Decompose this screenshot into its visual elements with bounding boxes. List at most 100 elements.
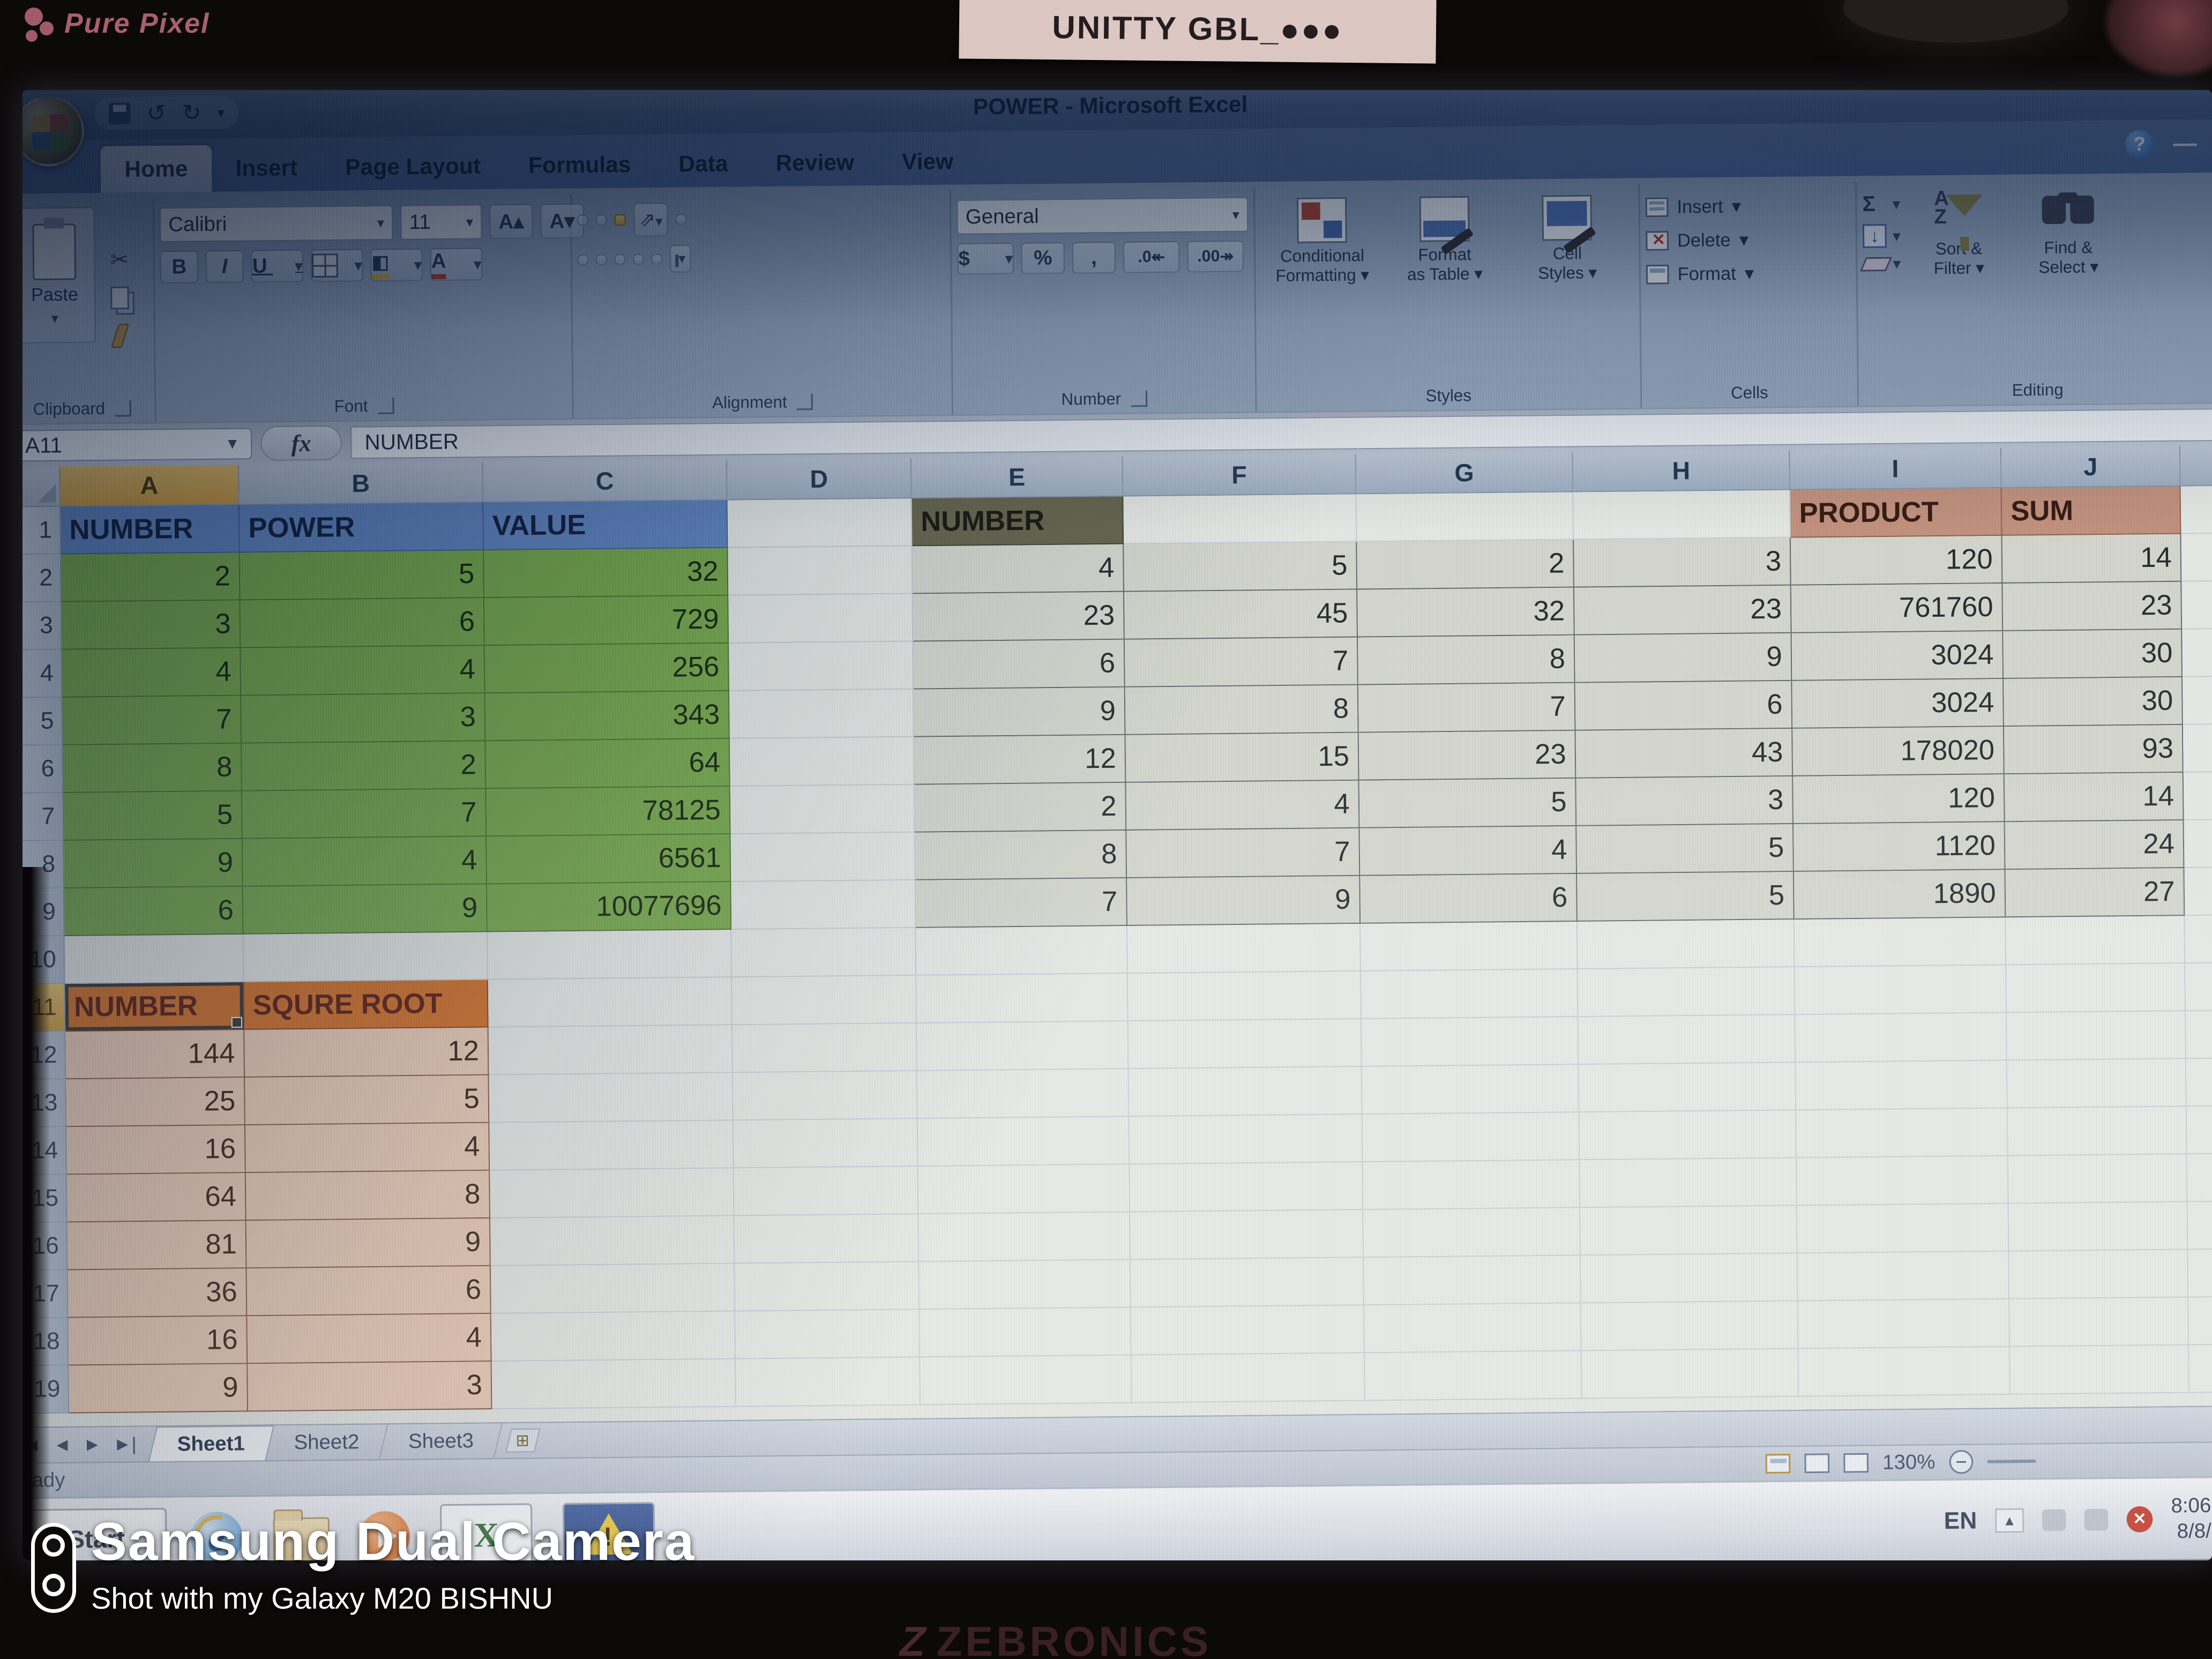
cell-D14[interactable] [733, 1119, 918, 1169]
cell-D12[interactable] [732, 1023, 917, 1073]
cell-J3[interactable]: 23 [2002, 581, 2183, 632]
cell-F16[interactable] [1130, 1210, 1364, 1260]
cell-H7[interactable]: 3 [1576, 776, 1794, 826]
cell-A7[interactable]: 5 [63, 791, 243, 841]
cell-D19[interactable] [735, 1357, 921, 1407]
cell-F6[interactable]: 15 [1125, 733, 1359, 783]
cell-C3[interactable]: 729 [484, 595, 729, 646]
cell-C18[interactable] [491, 1311, 736, 1362]
row-header-19[interactable]: 19 [23, 1365, 70, 1414]
cell-B7[interactable]: 7 [242, 789, 487, 839]
cell-I16[interactable] [1797, 1204, 2009, 1254]
cell-F10[interactable] [1127, 923, 1362, 974]
cell-I7[interactable]: 120 [1793, 774, 2005, 825]
row-header-17[interactable]: 17 [23, 1270, 69, 1319]
cell-G4[interactable]: 8 [1358, 635, 1575, 685]
cell-I6[interactable]: 178020 [1792, 727, 2005, 776]
cell-B10[interactable] [243, 932, 488, 982]
tab-home[interactable]: Home [100, 145, 212, 193]
tab-data[interactable]: Data [678, 150, 728, 177]
cell-G7[interactable]: 5 [1359, 778, 1577, 828]
number-format-select[interactable]: General ▾ [956, 197, 1249, 235]
align-top-button[interactable] [577, 214, 588, 226]
cell-C2[interactable]: 32 [484, 548, 729, 599]
row-header-15[interactable]: 15 [23, 1175, 68, 1223]
sheet-tab-sheet3[interactable]: Sheet3 [380, 1423, 503, 1460]
cell-G10[interactable] [1361, 921, 1578, 972]
cell-D6[interactable] [729, 737, 915, 787]
grow-font-button[interactable]: A▴ [489, 204, 533, 240]
cell-D2[interactable] [728, 546, 913, 596]
cell-J4[interactable]: 30 [2003, 629, 2183, 679]
sheet-nav-prev-icon[interactable]: ◄ [53, 1434, 72, 1455]
page-break-view-icon[interactable] [1843, 1453, 1869, 1473]
cell-F13[interactable] [1129, 1067, 1363, 1117]
cell-F5[interactable]: 8 [1125, 685, 1359, 735]
cell-J1[interactable]: SUM [2001, 486, 2181, 536]
cell-B2[interactable]: 5 [240, 550, 484, 601]
cell-I18[interactable] [1798, 1299, 2011, 1349]
row-header-3[interactable]: 3 [23, 602, 62, 651]
cell-E10[interactable] [916, 926, 1128, 976]
cell-J13[interactable] [2007, 1059, 2187, 1109]
cell-A11[interactable]: NUMBER [65, 982, 245, 1032]
cell-D15[interactable] [734, 1167, 919, 1216]
format-painter-icon[interactable] [101, 320, 139, 351]
cell-G14[interactable] [1362, 1112, 1580, 1163]
col-header-I[interactable]: I [1790, 447, 2002, 490]
cell-H14[interactable] [1579, 1110, 1797, 1161]
cell-H17[interactable] [1580, 1253, 1798, 1304]
cell-A9[interactable]: 6 [64, 886, 244, 937]
cell-J8[interactable]: 24 [2005, 820, 2185, 870]
cell-A13[interactable]: 25 [66, 1078, 245, 1127]
tab-view[interactable]: View [901, 148, 954, 175]
cell-C16[interactable] [490, 1216, 735, 1266]
cell-J17[interactable] [2009, 1250, 2189, 1299]
font-launcher-icon[interactable] [377, 398, 394, 414]
cell-A1[interactable]: NUMBER [60, 505, 240, 555]
insert-cells-button[interactable]: Insert ▾ [1645, 196, 1754, 218]
sheet-tab-sheet2[interactable]: Sheet2 [266, 1424, 388, 1461]
cell-G12[interactable] [1361, 1017, 1579, 1067]
paste-button[interactable]: Paste ▾ [23, 207, 96, 343]
cell-J19[interactable] [2010, 1345, 2189, 1395]
cell-A5[interactable]: 7 [62, 696, 242, 745]
cell-C7[interactable]: 78125 [486, 786, 731, 837]
fx-button[interactable]: fx [260, 425, 342, 461]
decrease-decimal-button[interactable]: .00 ↠ [1187, 240, 1244, 273]
format-as-table-button[interactable]: Format as Table ▾ [1383, 188, 1507, 382]
network-icon[interactable] [2084, 1508, 2109, 1531]
cell-B12[interactable]: 12 [244, 1027, 489, 1078]
notification-error-icon[interactable]: ✕ [2126, 1506, 2153, 1533]
cell-J18[interactable] [2009, 1297, 2189, 1347]
cell-E9[interactable]: 7 [915, 878, 1128, 928]
cell-B16[interactable]: 9 [246, 1218, 491, 1269]
copy-icon[interactable] [101, 282, 139, 313]
row-header-2[interactable]: 2 [23, 554, 62, 603]
cell-F15[interactable] [1130, 1162, 1364, 1213]
cell-F8[interactable]: 7 [1126, 828, 1361, 879]
cell-I12[interactable] [1795, 1013, 2007, 1063]
cell-B15[interactable]: 8 [245, 1170, 491, 1221]
fill-button[interactable]: ↓ ▾ [1862, 224, 1900, 248]
cell-E6[interactable]: 12 [914, 735, 1126, 785]
row-header-13[interactable]: 13 [23, 1079, 67, 1128]
cell-D1[interactable] [727, 498, 913, 548]
cut-icon[interactable]: ✂ [110, 248, 129, 272]
cell-E18[interactable] [920, 1307, 1132, 1358]
cell-F18[interactable] [1131, 1305, 1365, 1356]
sheet-tab-sheet1[interactable]: Sheet1 [148, 1425, 274, 1462]
col-header-G[interactable]: G [1356, 452, 1574, 495]
cell-H18[interactable] [1581, 1301, 1799, 1351]
autosum-button[interactable]: Σ ▾ [1862, 192, 1900, 216]
cell-H6[interactable]: 43 [1575, 728, 1793, 779]
decrease-indent-button[interactable] [633, 253, 644, 265]
cell-F7[interactable]: 4 [1126, 780, 1360, 831]
cell-E15[interactable] [918, 1164, 1131, 1215]
cell-I15[interactable] [1796, 1156, 2009, 1206]
cell-F9[interactable]: 9 [1127, 876, 1361, 926]
select-all-corner[interactable] [23, 466, 61, 507]
cell-A3[interactable]: 3 [61, 600, 241, 650]
col-header-D[interactable]: D [727, 458, 912, 500]
tab-page-layout[interactable]: Page Layout [345, 153, 481, 180]
